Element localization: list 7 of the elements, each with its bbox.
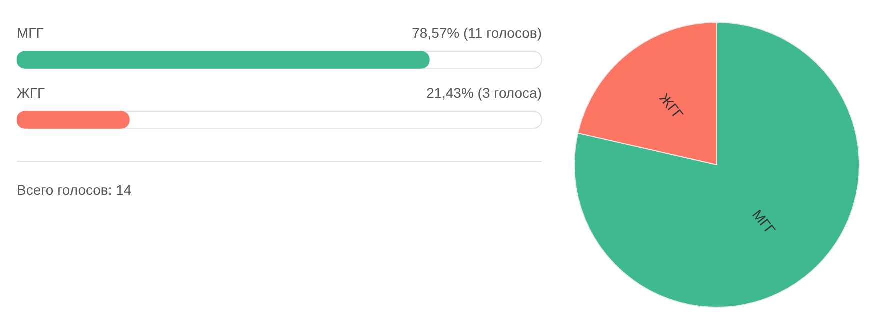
category-label: ЖГГ (17, 85, 46, 101)
text: Всего голосов: 14 (17, 182, 132, 198)
data-label: 21,43% (3 голоса) (426, 85, 542, 101)
slice-label: ЖГГ (656, 90, 687, 123)
data-label: 78,57% (11 голосов) (412, 25, 542, 41)
slice-label: МГГ (749, 206, 779, 238)
category-label: МГГ (17, 25, 44, 41)
